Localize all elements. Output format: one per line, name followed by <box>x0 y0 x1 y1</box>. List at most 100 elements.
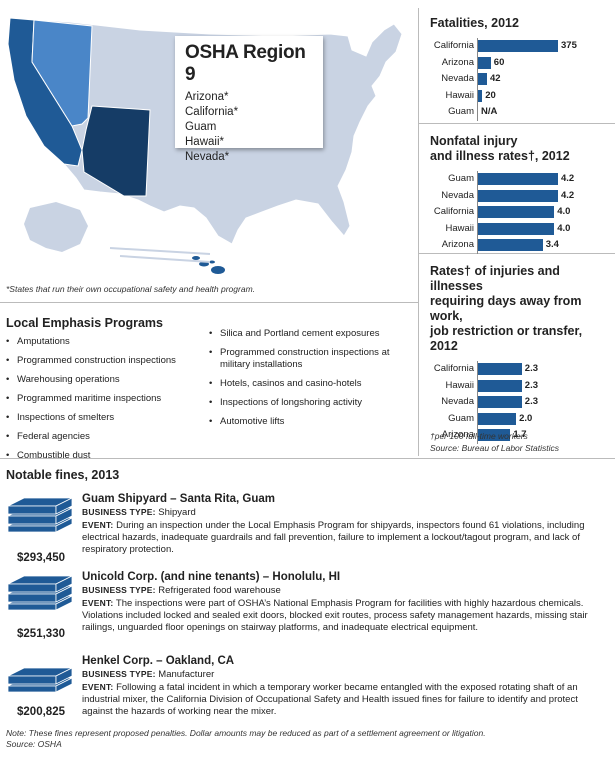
fine-details: Unicold Corp. (and nine tenants) – Honol… <box>82 570 610 634</box>
map-divider <box>0 302 418 303</box>
chart-category-label: Guam <box>448 173 474 184</box>
lep-column-1: Amputations Programmed construction insp… <box>6 336 206 469</box>
fine-amount: $251,330 <box>17 628 65 640</box>
chart-category-label: Nevada <box>441 396 474 407</box>
days-away-rates-chart: Rates† of injuries and illnesses requiri… <box>430 264 610 444</box>
chart-row: Hawaii 2.3 <box>430 378 610 395</box>
nonfatal-rates-chart: Nonfatal injury and illness rates†, 2012… <box>430 134 610 254</box>
region-state-arizona: Arizona* <box>185 91 229 103</box>
chart-axis-line <box>477 38 478 121</box>
fine-details: Henkel Corp. – Oakland, CA BUSINESS TYPE… <box>82 654 610 718</box>
business-type-value: Refrigerated food warehouse <box>158 585 281 596</box>
chart-bar <box>478 363 522 375</box>
chart-title-line: requiring days away from work, <box>430 294 582 323</box>
chart-row: Arizona 3.4 <box>430 237 610 254</box>
fines-note: Note: These fines represent proposed pen… <box>6 728 486 750</box>
region-title: OSHA Region 9 <box>185 42 306 85</box>
fine-company: Guam Shipyard – Santa Rita, Guam <box>82 493 275 505</box>
fine-business-type: BUSINESS TYPE: Shipyard <box>82 506 610 519</box>
chart-value-label: 4.0 <box>557 206 571 217</box>
event-label: EVENT: <box>82 598 114 608</box>
chart-category-label: Hawaii <box>445 222 474 234</box>
column-divider <box>418 8 419 456</box>
chart-title-line: and illness rates†, 2012 <box>430 149 570 163</box>
chart-row: Arizona 60 <box>430 55 610 72</box>
chart-title: Nonfatal injury and illness rates†, 2012 <box>430 134 610 164</box>
chart-category-label: Arizona <box>441 56 474 68</box>
lep-item: Federal agencies <box>6 431 206 443</box>
fine-business-type: BUSINESS TYPE: Refrigerated food warehou… <box>82 584 610 597</box>
chart-divider-2 <box>419 253 615 254</box>
chart-category-label: Hawaii <box>445 89 474 101</box>
chart-row: California 2.3 <box>430 361 610 378</box>
region-state-nevada: Nevada* <box>185 151 230 163</box>
lep-item: Automotive lifts <box>209 416 409 428</box>
fines-divider <box>0 458 615 459</box>
chart-row: Nevada 4.2 <box>430 188 610 205</box>
lep-item: Hotels, casinos and casino-hotels <box>209 378 409 390</box>
chart-bar <box>478 429 511 441</box>
chart-category-label: Hawaii <box>445 379 474 391</box>
fine-event: EVENT: Following a fatal incident in whi… <box>82 681 610 718</box>
per-workers-note: †per 100 full-time workers <box>430 431 528 441</box>
region-state-california: California* <box>185 106 239 118</box>
region-state-hawaii: Hawaii* <box>185 136 224 148</box>
chart-row: Guam 4.2 <box>430 171 610 188</box>
chart-value-label: 2.3 <box>524 363 539 374</box>
nevada-shape <box>31 19 93 127</box>
chart-axis-line <box>477 361 478 444</box>
chart-bar <box>478 379 522 392</box>
chart-value-label: 4.0 <box>557 222 571 234</box>
chart-title: Fatalities, 2012 <box>430 16 519 30</box>
chart-value-label: 2.0 <box>519 412 533 424</box>
event-text: During an inspection under the Local Emp… <box>82 520 585 555</box>
chart-bar <box>478 222 555 235</box>
chart-title-line: Rates† of injuries and illnesses <box>430 264 560 293</box>
arizona-shape <box>81 105 151 197</box>
chart-value-label: 60 <box>493 56 505 68</box>
chart-value-label: 375 <box>561 40 577 51</box>
chart-bars: California 2.3 Hawaii 2.3 Nevada 2.3 Guam 2.0 Ar… <box>430 361 610 444</box>
chart-title-line: job restriction or transfer, 2012 <box>430 324 583 353</box>
chart-value-label: 20 <box>485 89 496 101</box>
lep-item: Programmed construction inspections <box>6 355 206 367</box>
fine-details: Guam Shipyard – Santa Rita, Guam BUSINES… <box>82 492 610 556</box>
region-state-guam: Guam <box>185 121 217 133</box>
local-emphasis-programs: Local Emphasis Programs Amputations Prog… <box>6 316 414 461</box>
business-type-label: BUSINESS TYPE: <box>82 585 156 595</box>
lep-item: Inspections of smelters <box>6 412 206 424</box>
chart-row: Guam N/A <box>430 104 610 121</box>
chart-category-label: Arizona <box>441 239 474 250</box>
chart-bar <box>478 206 555 218</box>
lep-item: Programmed construction inspections at m… <box>209 347 409 370</box>
chart-divider-1 <box>419 123 615 124</box>
chart-value-label: 1.7 <box>513 429 527 440</box>
lep-item: Amputations <box>6 336 206 348</box>
chart-category-label: Nevada <box>441 189 474 201</box>
chart-category-label: Guam <box>448 106 474 117</box>
chart-bars: California 375 Arizona 60 Nevada 42 Hawaii 20 Gu… <box>430 38 610 121</box>
chart-source-note: Source: Bureau of Labor Statistics <box>430 443 559 453</box>
business-type-label: BUSINESS TYPE: <box>82 669 156 679</box>
guam-lines <box>109 247 211 263</box>
chart-bar <box>478 73 487 85</box>
chart-row: Arizona 1.7 <box>430 427 610 444</box>
chart-value-label: 2.3 <box>524 396 539 407</box>
chart-title: Rates† of injuries and illnesses requiri… <box>430 264 610 354</box>
money-stack-icon <box>7 575 73 611</box>
fine-company: Henkel Corp. – Oakland, CA <box>82 655 235 667</box>
lep-item: Inspections of longshoring activity <box>209 397 409 409</box>
chart-bar <box>478 40 558 52</box>
chart-value-label: 3.4 <box>545 239 559 250</box>
chart-bar <box>478 396 522 408</box>
chart-bar <box>478 189 558 202</box>
chart-row: Hawaii 20 <box>430 88 610 105</box>
lep-item: Combustible dust <box>6 450 206 462</box>
chart-value-label: 4.2 <box>561 189 575 201</box>
chart-value-label: N/A <box>481 106 498 117</box>
chart-value-label: 2.3 <box>524 379 539 391</box>
alaska-shape <box>24 202 88 252</box>
map-footnote: *States that run their own occupational … <box>6 284 256 294</box>
chart-category-label: Nevada <box>441 73 474 84</box>
chart-row: Nevada 42 <box>430 71 610 88</box>
